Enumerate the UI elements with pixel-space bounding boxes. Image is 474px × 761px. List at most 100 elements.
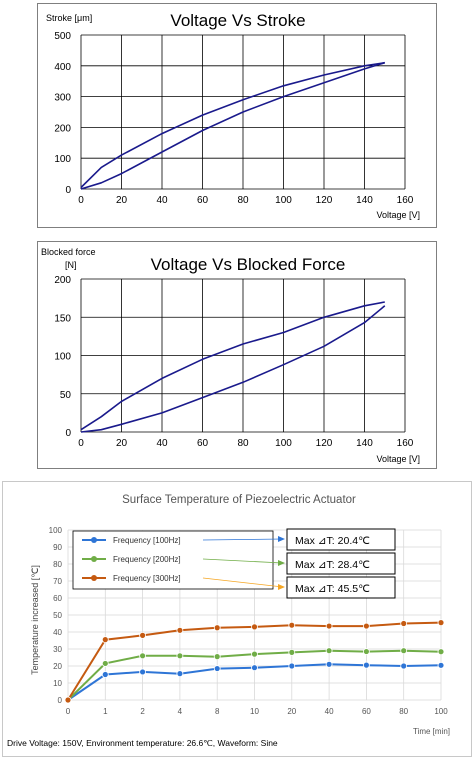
c2-x-tick-label: 0 xyxy=(78,438,84,449)
c2-y-tick-label: 150 xyxy=(54,313,71,324)
c3-legend-label-2: Frequency [300Hz] xyxy=(113,574,181,583)
c2-x-tick-label: 120 xyxy=(316,438,333,449)
stroke-chart-panel: Voltage Vs Stroke Stroke [μm] Voltage [V… xyxy=(37,3,437,228)
c3-y-tick-label: 100 xyxy=(49,526,63,535)
c2-x-tick-label: 20 xyxy=(116,438,128,449)
c3-series-1-point xyxy=(288,648,296,656)
c1-y-tick-label: 500 xyxy=(54,31,71,42)
c3-series-1-point xyxy=(101,660,109,667)
c1-x-tick-label: 120 xyxy=(316,195,333,206)
c2-y-tick-label: 0 xyxy=(65,428,71,439)
c3-x-tick-label: 10 xyxy=(250,707,259,716)
temperature-footnote: Drive Voltage: 150V, Environment tempera… xyxy=(7,738,278,748)
c2-x-tick-label: 100 xyxy=(275,438,292,449)
c3-x-tick-label: 100 xyxy=(434,707,448,716)
c3-series-2-point xyxy=(325,622,333,630)
c3-annotation-text-1: Max ⊿T: 28.4℃ xyxy=(295,559,370,571)
c2-series-line-1 xyxy=(80,301,385,431)
c3-series-2-point xyxy=(251,623,258,631)
c1-x-tick-label: 160 xyxy=(397,195,414,206)
c3-annotation-box-1 xyxy=(286,552,396,575)
force-chart-panel: Voltage Vs Blocked Force Blocked force [… xyxy=(37,241,437,469)
c3-annotation-arrowhead-0 xyxy=(278,536,285,542)
c3-y-tick-label: 0 xyxy=(58,696,63,705)
force-y-axis-label-line1: Blocked force xyxy=(41,247,96,257)
c3-legend-marker-0 xyxy=(91,537,97,543)
c3-series-2-point xyxy=(213,624,221,632)
c3-series-1-point xyxy=(325,647,333,655)
c2-y-tick-label: 200 xyxy=(54,275,71,286)
c2-x-tick-label: 40 xyxy=(156,438,168,449)
c1-x-tick-label: 140 xyxy=(356,195,373,206)
c1-x-tick-label: 0 xyxy=(78,195,84,206)
c3-annotation-arrow-2 xyxy=(202,577,284,588)
c3-series-2-point xyxy=(64,696,72,704)
c3-annotation-arrow-1 xyxy=(202,558,284,564)
c3-annotation-text-2: Max ⊿T: 45.5℃ xyxy=(295,583,370,595)
stroke-x-axis-label: Voltage [V] xyxy=(376,210,420,220)
c3-series-1-point xyxy=(400,647,408,655)
c3-x-tick-label: 60 xyxy=(362,707,371,716)
c2-x-tick-label: 60 xyxy=(197,438,209,449)
c3-series-1-point xyxy=(176,652,184,660)
c3-series-2-point xyxy=(139,631,147,639)
c3-series-2-point xyxy=(362,622,370,630)
c3-y-tick-label: 40 xyxy=(53,628,62,637)
c3-series-0-point xyxy=(362,661,370,669)
c3-annotation-text-0: Max ⊿T: 20.4℃ xyxy=(295,535,370,547)
c1-series-line-0 xyxy=(80,61,386,190)
c3-series-0-point xyxy=(139,668,147,676)
c3-legend-marker-1 xyxy=(91,556,97,562)
c3-series-2-point xyxy=(437,619,445,627)
c3-y-tick-label: 80 xyxy=(53,560,62,569)
c2-x-tick-label: 140 xyxy=(356,438,373,449)
c1-y-tick-label: 400 xyxy=(54,62,71,73)
c3-y-tick-label: 60 xyxy=(53,594,62,603)
c3-y-tick-label: 50 xyxy=(53,611,62,620)
c3-annotation-arrow-0 xyxy=(202,538,284,541)
c1-y-tick-label: 200 xyxy=(54,123,71,134)
c3-series-0-point xyxy=(213,665,221,672)
c1-y-tick-label: 100 xyxy=(54,154,71,165)
c3-x-tick-label: 2 xyxy=(140,707,145,716)
c3-series-0-point xyxy=(251,664,258,672)
c1-x-tick-label: 40 xyxy=(156,195,168,206)
c1-y-tick-label: 300 xyxy=(54,93,71,104)
c1-x-tick-label: 100 xyxy=(275,195,292,206)
c1-x-tick-label: 80 xyxy=(237,195,249,206)
c3-annotation-box-2 xyxy=(286,576,396,599)
stroke-y-axis-label: Stroke [μm] xyxy=(46,13,92,23)
c3-series-0-point xyxy=(101,671,109,678)
force-chart: Voltage Vs Blocked Force Blocked force [… xyxy=(41,247,420,464)
c1-x-tick-label: 60 xyxy=(197,195,209,206)
c3-x-tick-label: 8 xyxy=(215,707,220,716)
c3-x-tick-label: 80 xyxy=(399,707,408,716)
c3-series-0-point xyxy=(400,662,408,670)
c3-series-1-point xyxy=(437,648,445,656)
c3-x-tick-label: 20 xyxy=(287,707,296,716)
c3-y-tick-label: 10 xyxy=(53,679,62,688)
c3-annotation-arrowhead-2 xyxy=(278,584,285,590)
c3-x-tick-label: 1 xyxy=(103,707,108,716)
c3-series-2-point xyxy=(400,620,408,627)
stroke-chart-title: Voltage Vs Stroke xyxy=(170,11,305,30)
c3-series-0-point xyxy=(176,670,184,678)
c3-series-0-point xyxy=(288,662,296,670)
c3-legend-box xyxy=(72,530,274,590)
c3-series-1-point xyxy=(139,652,147,660)
stroke-chart: Voltage Vs Stroke Stroke [μm] Voltage [V… xyxy=(46,11,420,220)
c3-legend-label-0: Frequency [100Hz] xyxy=(113,536,181,545)
temperature-chart-title: Surface Temperature of Piezoelectric Act… xyxy=(122,494,356,506)
c3-y-tick-label: 90 xyxy=(53,543,62,552)
c3-y-tick-label: 20 xyxy=(53,662,62,671)
c3-series-0-point xyxy=(325,660,333,668)
force-y-axis-label-line2: [N] xyxy=(65,260,77,270)
c3-y-tick-label: 70 xyxy=(53,577,62,586)
c3-x-tick-label: 0 xyxy=(66,707,71,716)
c3-series-1-point xyxy=(213,653,221,661)
c3-series-0-point xyxy=(437,661,445,669)
c3-annotation-arrowhead-1 xyxy=(278,560,285,566)
c2-x-tick-label: 80 xyxy=(237,438,249,449)
force-x-axis-label: Voltage [V] xyxy=(376,454,420,464)
c3-series-1-point xyxy=(251,650,258,658)
